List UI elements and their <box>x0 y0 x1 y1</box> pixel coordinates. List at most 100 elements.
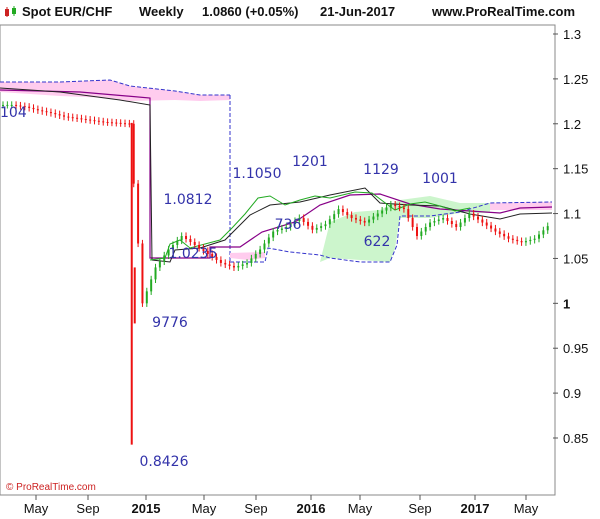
candle-body <box>346 212 349 216</box>
candle-body <box>433 221 436 223</box>
candle-body <box>93 120 96 122</box>
candle-body <box>237 265 240 268</box>
candle-body <box>167 249 170 256</box>
candle-body <box>276 230 279 232</box>
candle-body <box>368 219 371 223</box>
candle-logo-icon <box>5 6 16 17</box>
candle-body <box>337 209 340 215</box>
x-tick-label: 2015 <box>132 501 161 516</box>
candle-body <box>507 236 510 239</box>
candle-body <box>376 213 379 217</box>
candle-body <box>163 255 166 262</box>
candle-body <box>494 228 497 232</box>
price-annotation: 1201 <box>292 154 328 170</box>
candle-body <box>498 231 501 234</box>
annotations: 104 0.8426 9776 1.0812 1.0235 1.1050 736 1201 11… <box>0 105 458 470</box>
candle-body <box>280 228 283 231</box>
candle-body <box>206 250 209 254</box>
x-tick-label: May <box>348 501 373 516</box>
y-axis: 1.3 1.25 1.2 1.15 1.1 1.05 1 0.95 0.9 0.85 <box>553 27 588 446</box>
price-annotation: 1001 <box>422 171 458 187</box>
copyright-credit: © ProRealTime.com <box>6 482 96 493</box>
candle-body <box>124 123 127 125</box>
candle-body <box>437 219 440 222</box>
candle-body <box>215 256 218 260</box>
candle-body <box>359 219 362 222</box>
candle-body <box>176 240 179 245</box>
y-tick-label: 1.2 <box>563 117 581 132</box>
last-price: 1.0860 (+0.05%) <box>202 4 299 19</box>
candle-body <box>211 253 214 257</box>
x-tick-label: 2017 <box>461 501 490 516</box>
cloud-span-b-late <box>230 201 553 263</box>
candle-body <box>333 214 336 220</box>
candle-body <box>219 259 222 263</box>
candle-body <box>119 122 122 124</box>
candle-body <box>516 239 519 242</box>
candle-body <box>511 238 514 240</box>
plot-area <box>0 24 556 496</box>
tenkan-line <box>0 87 553 263</box>
candle-body <box>228 264 231 266</box>
candle-body <box>15 104 18 106</box>
timeframe-label: Weekly <box>139 4 184 19</box>
y-tick-label: 0.85 <box>563 431 588 446</box>
candle-body <box>298 218 301 222</box>
price-annotation: 736 <box>275 217 302 233</box>
candle-body <box>58 114 61 116</box>
candle-body <box>389 204 392 208</box>
y-tick-label: 1.25 <box>563 72 588 87</box>
instrument-title: Spot EUR/CHF <box>22 4 113 19</box>
candle-body <box>6 104 9 106</box>
candle-body <box>302 218 305 222</box>
x-tick-label: May <box>192 501 217 516</box>
candle-body <box>354 218 357 220</box>
candle-body <box>193 241 196 245</box>
chikou-line <box>149 191 471 261</box>
candle-body <box>503 233 506 237</box>
y-tick-label: 1.15 <box>563 162 588 177</box>
candle-body <box>137 183 140 244</box>
candle-body <box>481 219 484 223</box>
price-annotation: 9776 <box>152 315 188 331</box>
candle-body <box>363 221 366 223</box>
price-annotation: 0.8426 <box>140 454 189 470</box>
candle-body <box>350 215 353 219</box>
candle-body <box>411 218 414 228</box>
candle-body <box>28 106 31 108</box>
candle-body <box>311 225 314 230</box>
candle-body <box>468 213 471 219</box>
candle-body <box>189 238 192 242</box>
price-annotation: 1.1050 <box>233 166 282 182</box>
candle-body <box>23 106 26 108</box>
candle-body <box>132 123 135 184</box>
candle-body <box>141 243 144 304</box>
cloud-bear-early <box>0 80 230 101</box>
candle-body <box>385 207 388 211</box>
candle-body <box>63 115 66 117</box>
candle-body <box>250 258 253 263</box>
candle-body <box>328 219 331 225</box>
y-tick-label: 1.05 <box>563 251 588 266</box>
candle-body <box>307 221 310 226</box>
candle-body <box>407 209 410 219</box>
y-tick-label: 0.95 <box>563 341 588 356</box>
price-annotation: 104 <box>0 105 27 121</box>
cloud-bull-late <box>320 196 490 262</box>
candle-body <box>80 118 83 120</box>
candle-body <box>542 230 545 235</box>
candle-body <box>263 243 266 250</box>
candle-body <box>398 206 401 208</box>
candle-body <box>84 118 87 120</box>
candle-body <box>185 236 188 239</box>
x-tick-label: Sep <box>244 501 267 516</box>
candle-body <box>476 216 479 220</box>
candle-body <box>472 213 475 217</box>
candle-body <box>285 227 288 229</box>
y-tick-label: 1 <box>563 296 570 311</box>
candle-body <box>533 238 536 240</box>
candle-body <box>324 224 327 227</box>
candle-body <box>102 121 105 123</box>
candle-body <box>259 249 262 254</box>
